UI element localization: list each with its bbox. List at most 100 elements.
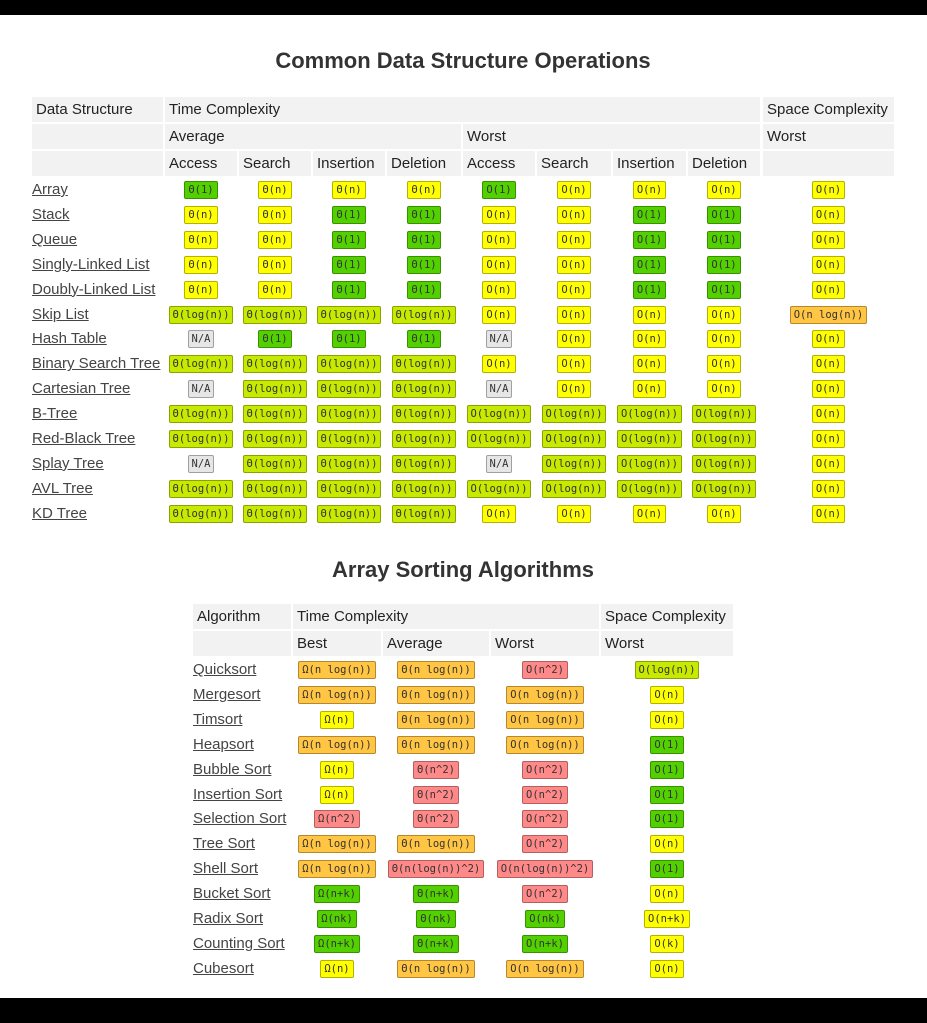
complexity-badge: O(n)	[707, 355, 741, 374]
complexity-badge: Θ(1)	[407, 230, 441, 249]
row-link[interactable]: Hash Table	[32, 330, 107, 348]
cell: O(1)	[613, 203, 686, 227]
cell: Ω(n)	[293, 758, 381, 782]
cell: Θ(n log(n))	[383, 658, 489, 682]
cell: Ω(n)	[293, 708, 381, 732]
complexity-badge: Θ(n log(n))	[397, 959, 475, 978]
cell: O(n)	[601, 882, 733, 906]
row-link[interactable]: Timsort	[193, 710, 243, 728]
row-link[interactable]: Counting Sort	[193, 934, 285, 952]
row-link[interactable]: Quicksort	[193, 661, 257, 678]
cell: O(n)	[688, 352, 760, 376]
cell: Θ(1)	[387, 327, 461, 351]
complexity-badge: O(n log(n))	[506, 735, 584, 754]
row-link[interactable]: Tree Sort	[193, 835, 255, 853]
complexity-badge: O(n)	[557, 504, 591, 523]
row-link[interactable]: Singly-Linked List	[32, 255, 150, 273]
complexity-badge: Θ(n)	[184, 205, 218, 224]
row-link[interactable]: Skip List	[32, 305, 89, 323]
header-cell: Algorithm	[193, 604, 291, 629]
cell: Ω(n)	[293, 783, 381, 807]
header-cell	[32, 124, 163, 149]
cell: O(n)	[537, 352, 611, 376]
complexity-badge: O(n)	[557, 255, 591, 274]
complexity-badge: Θ(1)	[332, 230, 366, 249]
row-link[interactable]: Cartesian Tree	[32, 380, 131, 398]
row-link[interactable]: Bubble Sort	[193, 760, 272, 778]
complexity-badge: O(n)	[632, 330, 667, 349]
complexity-badge: O(n)	[707, 504, 741, 523]
row-link[interactable]: KD Tree	[32, 504, 88, 522]
cell: O(n)	[763, 427, 894, 451]
cell: N/A	[463, 327, 535, 351]
row-link[interactable]: Selection Sort	[193, 810, 287, 828]
complexity-badge: Θ(1)	[332, 255, 366, 274]
cell: O(n)	[537, 502, 611, 526]
complexity-badge: Θ(log(n))	[316, 380, 382, 399]
complexity-badge: Θ(log(n))	[242, 405, 308, 424]
row-link[interactable]: Shell Sort	[193, 860, 259, 878]
cell: Θ(n)	[239, 278, 311, 302]
complexity-badge: Θ(log(n))	[242, 380, 308, 399]
cell: O(n^2)	[491, 882, 599, 906]
row-link[interactable]: Cubesort	[193, 959, 254, 977]
complexity-badge: O(n)	[632, 355, 667, 374]
row-link[interactable]: AVL Tree	[32, 479, 93, 497]
complexity-badge: Θ(log(n))	[391, 380, 457, 399]
complexity-badge: O(n)	[811, 280, 846, 299]
cell: O(n)	[763, 352, 894, 376]
complexity-badge: Θ(log(n))	[316, 305, 382, 324]
row-link[interactable]: Radix Sort	[193, 910, 264, 927]
complexity-badge: O(log(n))	[541, 405, 607, 424]
header-cell	[763, 151, 894, 176]
cell: O(n)	[537, 203, 611, 227]
cell: Θ(1)	[313, 327, 385, 351]
complexity-badge: Θ(1)	[332, 280, 366, 299]
header-cell: Space Complexity	[601, 604, 733, 629]
complexity-badge: O(n^2)	[522, 661, 568, 679]
cell: Θ(log(n))	[165, 352, 237, 376]
cell: O(n)	[688, 327, 760, 351]
header-cell: Space Complexity	[763, 97, 894, 122]
complexity-badge: Θ(1)	[407, 280, 441, 299]
complexity-badge: O(n^2)	[522, 785, 568, 804]
complexity-badge: N/A	[485, 380, 513, 399]
cell: O(1)	[688, 228, 760, 252]
complexity-badge: Ω(n+k)	[314, 885, 360, 904]
row-link[interactable]: Red-Black Tree	[32, 430, 136, 447]
header-cell: Deletion	[387, 151, 461, 176]
complexity-badge: O(n)	[557, 380, 591, 399]
complexity-badge: Θ(log(n))	[316, 430, 382, 448]
row-link[interactable]: Mergesort	[193, 685, 261, 703]
cell: O(n log(n))	[763, 303, 894, 327]
complexity-badge: O(n)	[811, 255, 846, 274]
complexity-badge: Ω(n)	[320, 760, 354, 779]
complexity-badge: N/A	[485, 330, 513, 349]
complexity-badge: Θ(log(n))	[168, 479, 234, 498]
row-link[interactable]: Doubly-Linked List	[32, 280, 156, 298]
cell: O(n)	[601, 683, 733, 707]
cell: O(n)	[463, 253, 535, 277]
row-link[interactable]: Heapsort	[193, 735, 254, 753]
row-link[interactable]: Array	[32, 181, 68, 198]
cell: Θ(1)	[165, 178, 237, 202]
row-link[interactable]: B-Tree	[32, 405, 78, 423]
header-cell: Access	[165, 151, 237, 176]
row-link[interactable]: Binary Search Tree	[32, 355, 161, 373]
cell: O(log(n))	[688, 452, 760, 476]
complexity-badge: Θ(1)	[407, 205, 441, 224]
complexity-badge: O(n)	[811, 230, 846, 249]
row-link[interactable]: Queue	[32, 230, 78, 248]
complexity-badge: Ω(n)	[320, 785, 354, 804]
cell: Θ(n)	[239, 203, 311, 227]
cell: O(n)	[688, 502, 760, 526]
row-link[interactable]: Insertion Sort	[193, 785, 283, 803]
cell: Θ(n)	[239, 228, 311, 252]
row-link[interactable]: Bucket Sort	[193, 885, 271, 903]
row-link[interactable]: Splay Tree	[32, 454, 104, 472]
row-link[interactable]: Stack	[32, 205, 70, 223]
complexity-badge: O(n)	[482, 205, 516, 224]
cell: Θ(n log(n))	[383, 708, 489, 732]
header-cell: Best	[293, 631, 381, 656]
